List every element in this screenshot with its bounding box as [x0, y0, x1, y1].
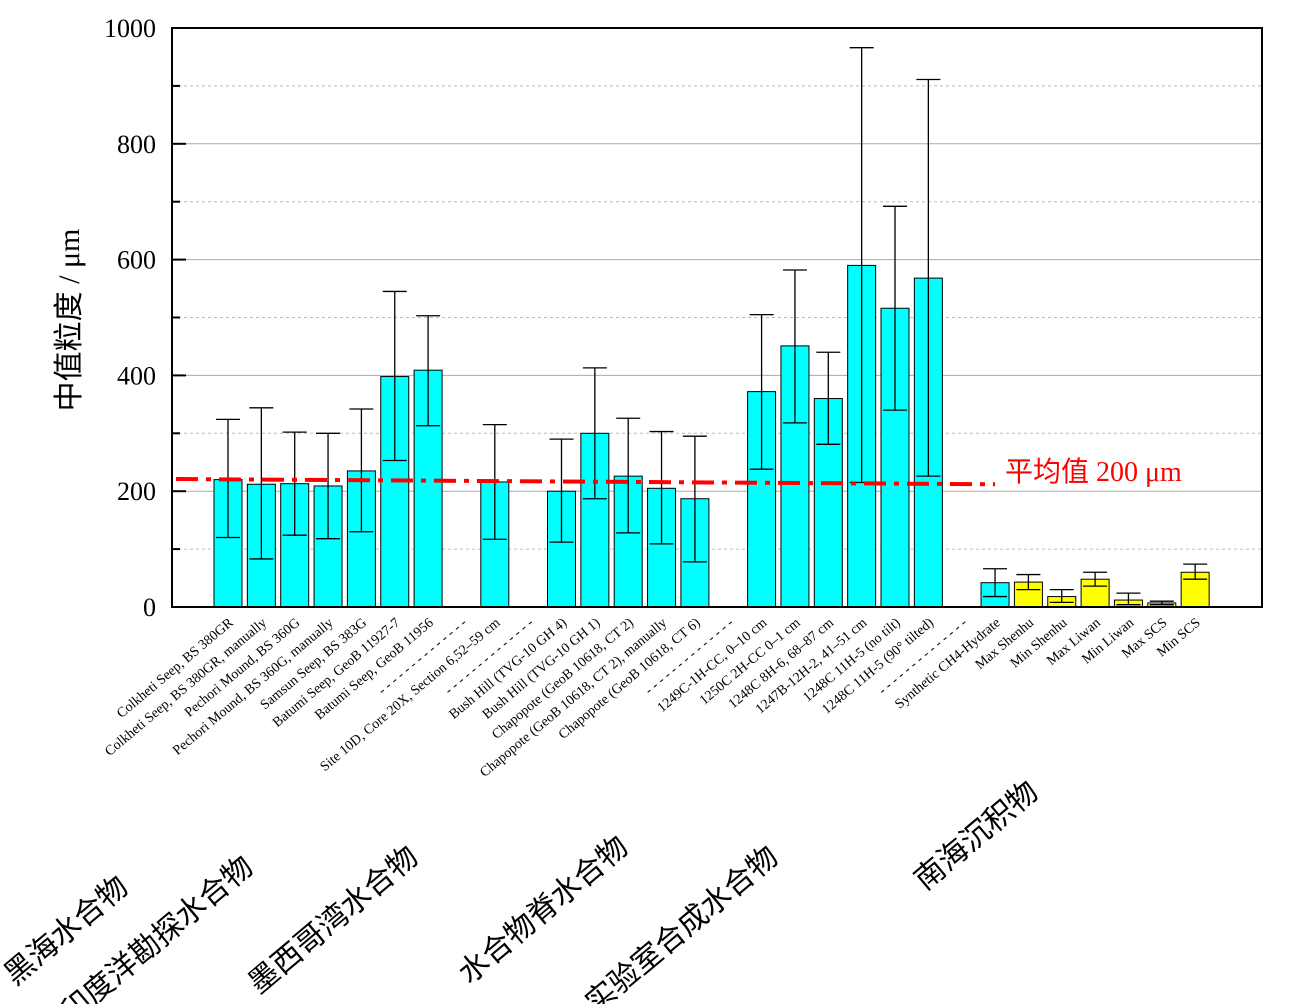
plot-frame: [171, 27, 1263, 608]
error-bar: [816, 351, 841, 445]
error-bar: [883, 205, 907, 411]
y-tick-label: 800: [117, 130, 156, 159]
y-tick-label: 0: [143, 593, 156, 622]
y-tick-label: 200: [117, 477, 156, 506]
error-bar: [582, 367, 607, 500]
y-tick-label: 1000: [104, 14, 156, 43]
error-bar: [1149, 600, 1174, 606]
mean-line: [175, 477, 996, 487]
error-bar: [349, 408, 374, 533]
error-bar: [416, 315, 441, 427]
y-tick-label: 400: [117, 361, 156, 390]
group-label: 墨西哥湾水合物: [242, 840, 424, 1000]
error-bar: [1183, 563, 1208, 580]
error-bar: [1016, 573, 1041, 591]
mean-label: 平均值 200 μm: [1005, 456, 1182, 488]
error-bar: [983, 568, 1008, 598]
group-label: 南海沉积物: [908, 775, 1044, 897]
error-bar: [616, 417, 641, 534]
error-bar: [316, 432, 341, 540]
y-tick-label: 600: [117, 246, 156, 275]
y-axis-label: 中值粒度 / μm: [53, 229, 86, 412]
error-bar: [1049, 588, 1074, 604]
error-bar: [549, 438, 574, 543]
error-bar: [249, 407, 274, 560]
error-bar: [1116, 592, 1141, 606]
error-bar: [382, 290, 407, 462]
error-bar: [782, 269, 807, 424]
error-bar: [916, 78, 941, 477]
error-bar: [282, 431, 307, 536]
error-bar: [1083, 571, 1108, 587]
error-bar: [682, 435, 707, 563]
error-bar: [649, 430, 674, 545]
error-bar: [749, 313, 774, 470]
group-label: 水合物脊水合物: [452, 830, 634, 990]
